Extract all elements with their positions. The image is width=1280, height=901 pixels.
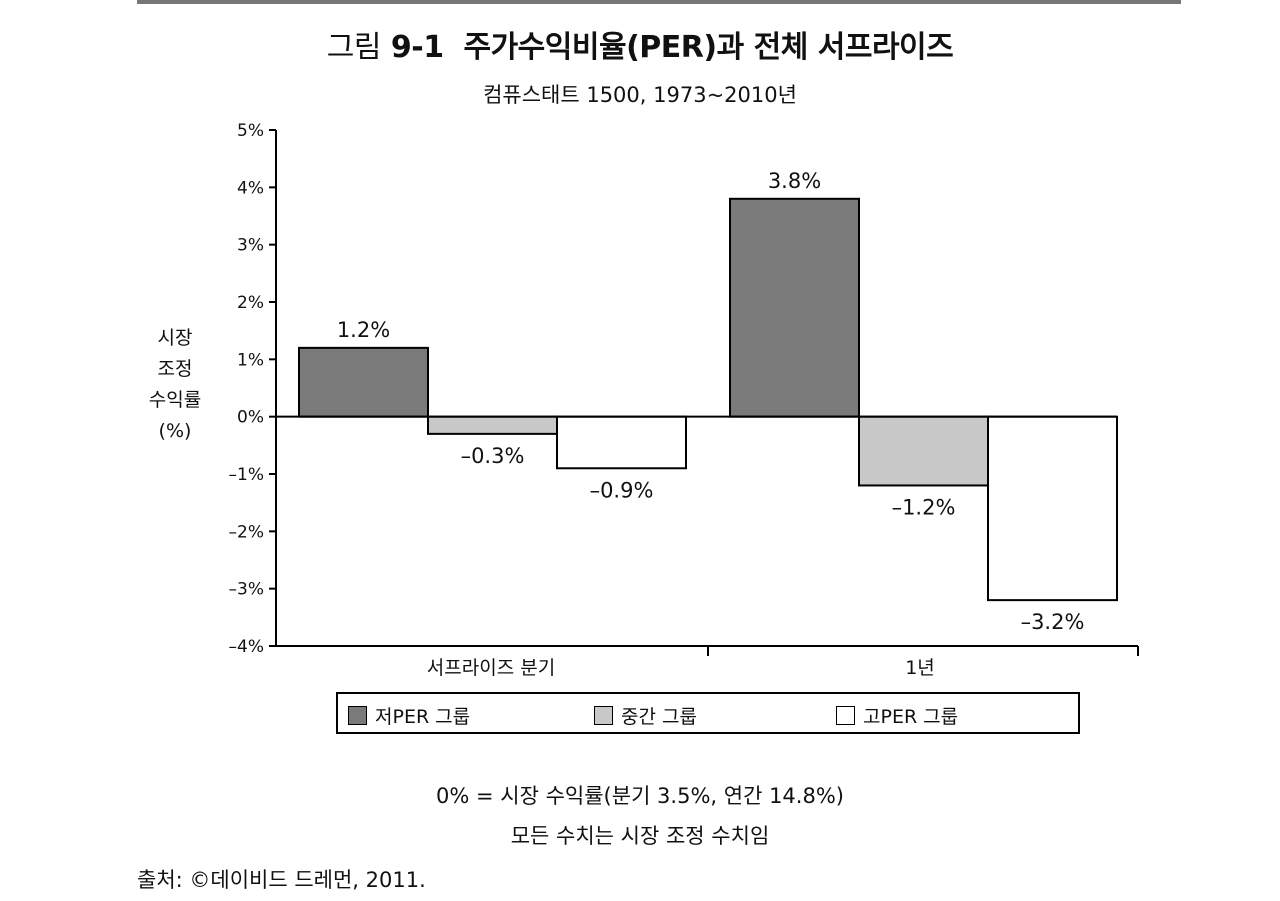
data-label-low-per: 1.2%: [337, 318, 390, 342]
y-tick-label: 4%: [237, 178, 264, 198]
y-tick-label: 2%: [237, 293, 264, 313]
legend: 저PER 그룹 중간 그룹 고PER 그룹: [336, 692, 1080, 734]
legend-item-high-per: 고PER 그룹: [836, 702, 958, 729]
legend-item-mid: 중간 그룹: [594, 702, 697, 729]
y-axis-label-line: 수익률: [148, 389, 202, 411]
legend-item-low-per: 저PER 그룹: [348, 702, 470, 729]
legend-label-mid: 중간 그룹: [621, 706, 697, 728]
bar-low-per: [729, 197, 860, 418]
figure-subtitle: 컴퓨스태트 1500, 1973~2010년: [483, 83, 797, 107]
legend-swatch-high-per: [836, 706, 855, 725]
category-label: 서프라이즈 분기: [427, 657, 555, 679]
source-credit: 출처: ©데이비드 드레먼, 2011.: [137, 868, 426, 892]
y-tick-label: 3%: [237, 236, 264, 256]
note-line-2: 모든 수치는 시장 조정 수치임: [510, 824, 770, 848]
legend-label-low-per: 저PER 그룹: [375, 706, 471, 728]
note-line-1: 0% = 시장 수익률(분기 3.5%, 연간 14.8%): [436, 784, 844, 808]
legend-swatch-mid: [594, 706, 613, 725]
data-label-mid: –1.2%: [892, 495, 956, 519]
y-tick-label: –3%: [229, 580, 264, 600]
y-tick-label: –1%: [229, 465, 264, 485]
top-rule: [137, 0, 1181, 4]
bar-high-per: [556, 415, 687, 470]
data-label-high-per: –3.2%: [1021, 610, 1085, 634]
legend-label-high-per: 고PER 그룹: [863, 706, 959, 728]
bar-low-per: [298, 346, 429, 418]
title-prefix: 그림: [326, 30, 382, 65]
bar-mid: [858, 415, 989, 487]
data-label-low-per: 3.8%: [768, 169, 821, 193]
category-label: 1년: [905, 657, 935, 679]
bar-high-per: [987, 415, 1118, 602]
title-text: 주가수익비율(PER)과 전체 서프라이즈: [463, 30, 954, 65]
y-tick-label: 1%: [237, 350, 264, 370]
y-tick-label: –4%: [229, 637, 264, 657]
y-axis-label-line: (%): [158, 420, 192, 442]
y-tick-label: 0%: [237, 408, 264, 428]
title-number: 9-1: [390, 30, 444, 65]
figure-title: 그림 9-1 주가수익비율(PER)과 전체 서프라이즈: [0, 22, 1280, 66]
y-tick-label: 5%: [237, 121, 264, 141]
y-axis-label-line: 시장: [157, 327, 193, 349]
y-axis-label: 시장 조정 수익률 (%): [120, 323, 230, 447]
legend-swatch-low-per: [348, 706, 367, 725]
bar-mid: [427, 415, 558, 435]
y-axis-label-line: 조정: [157, 358, 193, 380]
data-label-high-per: –0.9%: [590, 478, 654, 502]
data-label-mid: –0.3%: [461, 444, 525, 468]
y-tick-label: –2%: [229, 522, 264, 542]
